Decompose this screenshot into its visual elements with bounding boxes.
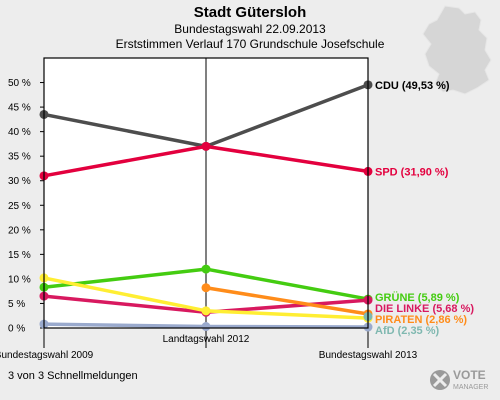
series-label-piraten: PIRATEN (2,86 %)	[375, 314, 467, 326]
plot-frame	[43, 57, 369, 329]
y-tick-label: 15 %	[8, 250, 31, 261]
series-label-die-linke: DIE LINKE (5,68 %)	[375, 303, 474, 315]
chart-subtitle: Bundestagswahl 22.09.2013	[174, 22, 326, 36]
y-tick-label: 40 %	[8, 127, 31, 138]
x-tick-label: Bundestagswahl 2013	[319, 350, 418, 361]
series-label-spd: SPD (31,90 %)	[375, 166, 449, 178]
vote-manager-logo: VOTE MANAGER	[430, 368, 488, 391]
y-tick-label: 20 %	[8, 225, 31, 236]
y-tick-label: 10 %	[8, 274, 31, 285]
series-point-fdp	[201, 306, 211, 316]
logo-text-manager: MANAGER	[453, 384, 488, 391]
y-tick-label: 0 %	[8, 324, 25, 335]
y-tick-label: 25 %	[8, 201, 31, 212]
y-tick-label: 45 %	[8, 103, 31, 114]
series-point-sonstige	[201, 322, 211, 332]
chart-subtitle-2: Erststimmen Verlauf 170 Grundschule Jose…	[115, 37, 385, 51]
series-point-piraten	[201, 283, 211, 293]
y-tick-label: 30 %	[8, 176, 31, 187]
series-point-spd	[201, 141, 211, 151]
series-labels: CDU (49,53 %) SPD (31,90 %) GRÜNE (5,89 %)…	[375, 80, 474, 337]
y-tick-label: 5 %	[8, 299, 25, 310]
series-point-gr-ne	[201, 264, 211, 274]
series-label-gr-ne: GRÜNE (5,89 %)	[375, 291, 460, 304]
report-status-text: 3 von 3 Schnellmeldungen	[8, 370, 138, 382]
x-tick-label: Bundestagswahl 2009	[0, 350, 94, 361]
chart-title: Stadt Gütersloh	[193, 4, 307, 21]
y-axis: 0 % 5 % 10 % 15 % 20 % 25 % 30 % 35 % 40 % 45 % 50…	[8, 78, 44, 335]
series-label-cdu: CDU (49,53 %)	[375, 80, 450, 92]
series-line-piraten	[205, 286, 369, 316]
logo-text-vote: VOTE	[453, 368, 486, 382]
series-label-afd: AfD (2,35 %)	[375, 325, 440, 337]
germany-map-icon	[422, 5, 492, 95]
x-tick-label: Landtagswahl 2012	[163, 334, 250, 345]
y-tick-label: 35 %	[8, 152, 31, 163]
y-tick-label: 50 %	[8, 78, 31, 89]
